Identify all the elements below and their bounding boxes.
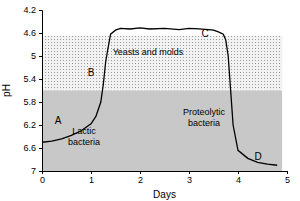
y-tick: 4.6 (23, 28, 42, 38)
x-tick-mark (287, 171, 288, 174)
x-tick-label: 4 (236, 175, 241, 185)
y-axis-title: pH (1, 84, 12, 97)
x-tick: 2 (138, 171, 143, 185)
ph-line (42, 28, 277, 165)
y-tick-mark (39, 79, 42, 80)
x-tick: 5 (285, 171, 290, 185)
x-axis: 0 1 2 3 4 5 (40, 171, 290, 185)
x-tick-label: 2 (138, 175, 143, 185)
annotation: Proteolyticbacteria (183, 107, 226, 128)
x-tick: 4 (236, 171, 241, 185)
y-tick-mark (39, 10, 42, 11)
y-tick: 5.4 (23, 74, 42, 84)
y-tick: 4.2 (23, 5, 42, 15)
y-tick-mark (39, 102, 42, 103)
annotation-line: bacteria (188, 118, 220, 128)
x-tick-mark (91, 171, 92, 174)
chart: 0 1 2 3 4 5 4.2 4.6 5 5.4 5.8 6.2 6.6 7 Days pH A B C D Lact… (0, 0, 300, 201)
annotation: B (88, 67, 95, 78)
band (42, 91, 282, 172)
x-tick-mark (189, 171, 190, 174)
y-tick-label: 5.4 (23, 74, 36, 84)
annotation-line: Proteolytic (183, 107, 226, 117)
y-tick-label: 6.6 (23, 143, 36, 153)
x-tick-label: 0 (40, 175, 45, 185)
annotation: C (201, 28, 208, 39)
x-tick-label: 3 (187, 175, 192, 185)
y-tick-label: 5 (31, 51, 36, 61)
annotation-line: C (201, 28, 208, 39)
y-tick: 6.2 (23, 120, 42, 130)
annotation-line: Yeasts and molds (113, 47, 184, 57)
y-tick-mark (39, 171, 42, 172)
y-tick-label: 4.6 (23, 28, 36, 38)
annotation: A (55, 115, 62, 126)
annotation: Lacticbacteria (68, 126, 100, 147)
x-tick: 3 (187, 171, 192, 185)
y-tick-mark (39, 148, 42, 149)
x-axis-line (43, 172, 288, 175)
y-tick: 6.6 (23, 143, 42, 153)
y-axis-line (39, 11, 43, 172)
annotation-line: bacteria (68, 137, 100, 147)
annotation-line: Lactic (72, 126, 96, 136)
y-tick-mark (39, 125, 42, 126)
x-tick: 1 (89, 171, 94, 185)
y-axis: 4.2 4.6 5 5.4 5.8 6.2 6.6 7 (23, 5, 42, 176)
band (42, 36, 282, 91)
annotation-line: B (88, 67, 95, 78)
y-tick: 5.8 (23, 97, 42, 107)
y-tick: 5 (31, 51, 42, 61)
y-tick-label: 4.2 (23, 5, 36, 15)
x-axis-title: Days (153, 189, 176, 200)
x-tick-label: 1 (89, 175, 94, 185)
y-tick-label: 5.8 (23, 97, 36, 107)
y-tick-mark (39, 56, 42, 57)
x-tick-label: 5 (285, 175, 290, 185)
annotation-line: A (55, 115, 62, 126)
y-tick-label: 6.2 (23, 120, 36, 130)
y-tick-label: 7 (31, 166, 36, 176)
x-tick-mark (238, 171, 239, 174)
annotation: Yeasts and molds (113, 47, 184, 57)
plot-area (42, 28, 282, 171)
annotation: D (254, 151, 261, 162)
x-tick: 0 (40, 171, 45, 185)
y-tick-mark (39, 33, 42, 34)
x-tick-mark (140, 171, 141, 174)
annotation-line: D (254, 151, 261, 162)
y-tick: 7 (31, 166, 42, 176)
